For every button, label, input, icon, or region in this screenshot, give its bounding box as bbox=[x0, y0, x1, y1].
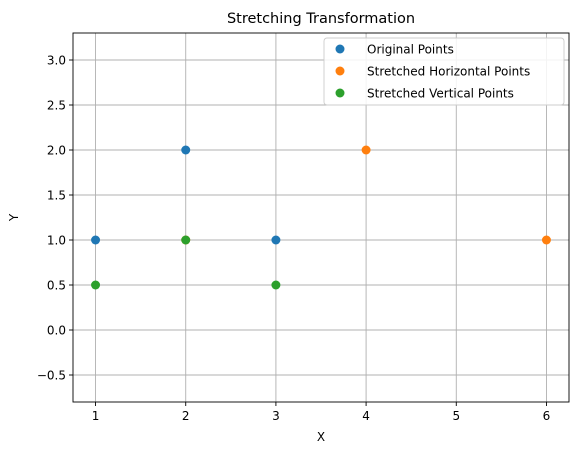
data-point bbox=[181, 145, 191, 155]
y-tick-label: 0.0 bbox=[47, 323, 66, 337]
legend-marker bbox=[335, 88, 345, 98]
x-tick-label: 3 bbox=[272, 409, 280, 423]
x-axis-label: X bbox=[317, 430, 325, 444]
y-tick-label: 0.5 bbox=[47, 278, 66, 292]
y-tick-label: −0.5 bbox=[37, 368, 66, 382]
legend-box bbox=[323, 37, 565, 106]
data-point bbox=[91, 280, 101, 290]
legend-marker bbox=[335, 44, 345, 54]
legend: Original Points Stretched Horizontal Poin… bbox=[323, 37, 565, 106]
x-tick-label: 5 bbox=[452, 409, 460, 423]
y-tick-label: 2.0 bbox=[47, 143, 66, 157]
y-axis-label: Y bbox=[7, 213, 21, 222]
data-points bbox=[91, 145, 551, 290]
y-tick-label: 1.5 bbox=[47, 188, 66, 202]
legend-label: Stretched Horizontal Points bbox=[367, 64, 530, 78]
legend-label: Stretched Vertical Points bbox=[367, 86, 514, 100]
data-point bbox=[181, 235, 191, 245]
x-tick-label: 4 bbox=[362, 409, 370, 423]
data-point bbox=[271, 235, 281, 245]
legend-marker bbox=[335, 66, 345, 76]
y-tick-label: 1.0 bbox=[47, 233, 66, 247]
data-point bbox=[271, 280, 281, 290]
data-point bbox=[91, 235, 101, 245]
x-tick-label: 6 bbox=[543, 409, 551, 423]
legend-label: Original Points bbox=[367, 42, 454, 56]
plot-frame bbox=[72, 32, 570, 403]
y-tick-label: 2.5 bbox=[47, 98, 66, 112]
data-point bbox=[541, 235, 551, 245]
chart-title: Stretching Transformation bbox=[227, 11, 415, 27]
data-point bbox=[361, 145, 371, 155]
axis-ticks: 1 2 3 4 5 6 −0.5 0.0 0.5 1.0 1.5 2.0 2.5 3.0 bbox=[37, 53, 550, 423]
x-tick-label: 2 bbox=[182, 409, 190, 423]
y-tick-label: 3.0 bbox=[47, 53, 66, 67]
x-tick-label: 1 bbox=[92, 409, 100, 423]
